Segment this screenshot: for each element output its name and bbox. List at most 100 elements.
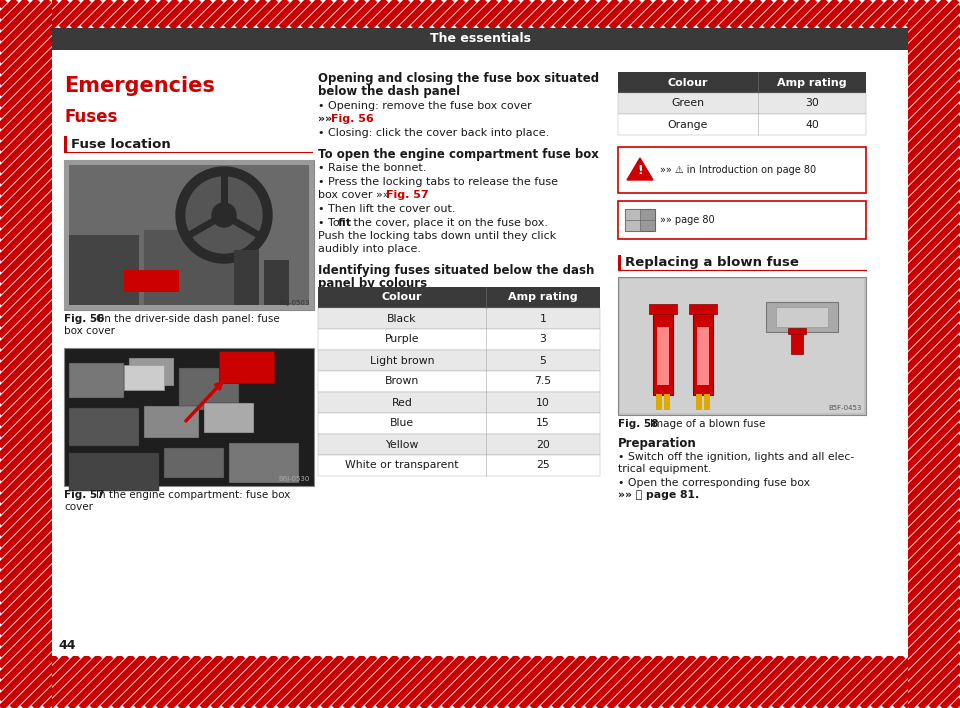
Text: Identifying fuses situated below the dash: Identifying fuses situated below the das…: [318, 264, 594, 277]
Bar: [649, 304, 677, 314]
Text: 1: 1: [540, 314, 546, 324]
Bar: [618, 147, 866, 193]
Text: 5: 5: [540, 355, 546, 365]
Bar: [124, 365, 164, 390]
Text: »» page 80: »» page 80: [660, 215, 714, 225]
Text: Blue: Blue: [390, 418, 414, 428]
Polygon shape: [176, 167, 272, 263]
Text: 7.5: 7.5: [535, 377, 552, 387]
Text: Brown: Brown: [385, 377, 420, 387]
Text: On the driver-side dash panel: fuse: On the driver-side dash panel: fuse: [96, 314, 279, 324]
Text: • Raise the bonnet.: • Raise the bonnet.: [318, 163, 426, 173]
Text: Fig. 57: Fig. 57: [386, 190, 428, 200]
Text: To open the engine compartment fuse box: To open the engine compartment fuse box: [318, 148, 599, 161]
Text: B6J-0503: B6J-0503: [278, 300, 310, 306]
Text: »» ⚠ in Introduction on page 80: »» ⚠ in Introduction on page 80: [660, 165, 816, 175]
Text: 3: 3: [540, 334, 546, 345]
Bar: [318, 392, 600, 413]
Text: Fig. 57: Fig. 57: [64, 490, 105, 500]
Text: »»: »»: [318, 114, 336, 124]
Bar: [219, 351, 274, 383]
Text: trical equipment.: trical equipment.: [618, 464, 711, 474]
Bar: [788, 328, 806, 334]
Text: White or transparent: White or transparent: [346, 460, 459, 471]
Text: 20: 20: [536, 440, 550, 450]
Bar: [657, 327, 669, 385]
Text: The essentials: The essentials: [429, 33, 531, 45]
Bar: [318, 455, 600, 476]
Text: • Then lift the cover out.: • Then lift the cover out.: [318, 204, 455, 214]
Text: 44: 44: [58, 639, 76, 652]
Text: Opening and closing the fuse box situated: Opening and closing the fuse box situate…: [318, 72, 599, 85]
Bar: [776, 307, 828, 327]
Text: 10: 10: [536, 397, 550, 408]
Text: • Press the locking tabs to release the fuse: • Press the locking tabs to release the …: [318, 177, 558, 187]
Text: Green: Green: [671, 98, 705, 108]
Bar: [69, 165, 309, 305]
Text: Fig. 56: Fig. 56: [64, 314, 105, 324]
Bar: [618, 72, 866, 93]
Text: »» 📖 page 81.: »» 📖 page 81.: [618, 490, 699, 500]
Bar: [618, 93, 866, 114]
Bar: [69, 453, 159, 491]
Text: Amp rating: Amp rating: [778, 77, 847, 88]
Bar: [704, 394, 710, 410]
Bar: [791, 330, 803, 354]
Bar: [234, 250, 259, 305]
Text: Black: Black: [387, 314, 417, 324]
Text: Orange: Orange: [668, 120, 708, 130]
Text: • Opening: remove the fuse box cover: • Opening: remove the fuse box cover: [318, 101, 532, 111]
Text: !: !: [637, 164, 643, 178]
Bar: [689, 304, 717, 314]
Bar: [618, 201, 866, 239]
Bar: [656, 394, 662, 410]
Text: Replacing a blown fuse: Replacing a blown fuse: [625, 256, 799, 269]
Text: cover: cover: [64, 502, 93, 512]
Text: Purple: Purple: [385, 334, 420, 345]
Text: Fig. 58: Fig. 58: [618, 419, 659, 429]
Bar: [618, 114, 866, 135]
Polygon shape: [186, 177, 262, 253]
Text: below the dash panel: below the dash panel: [318, 85, 460, 98]
Bar: [318, 413, 600, 434]
Bar: [144, 230, 234, 305]
Bar: [693, 312, 713, 395]
Bar: [52, 656, 908, 708]
Text: 40: 40: [805, 120, 819, 130]
Bar: [697, 327, 709, 385]
Bar: [318, 329, 600, 350]
Text: • To: • To: [318, 218, 343, 228]
Bar: [52, 28, 908, 50]
Bar: [64, 136, 67, 152]
Text: • Switch off the ignition, lights and all elec-: • Switch off the ignition, lights and al…: [618, 452, 854, 462]
Bar: [318, 350, 600, 371]
Bar: [0, 0, 52, 708]
Bar: [69, 235, 139, 305]
Bar: [318, 371, 600, 392]
Text: In the engine compartment: fuse box: In the engine compartment: fuse box: [96, 490, 290, 500]
Bar: [69, 408, 139, 446]
Text: Fig. 56: Fig. 56: [331, 114, 373, 124]
Bar: [653, 312, 673, 395]
Text: audibly into place.: audibly into place.: [318, 244, 421, 254]
Text: Colour: Colour: [668, 77, 708, 88]
Bar: [318, 287, 600, 308]
Text: B6J-0530: B6J-0530: [278, 476, 310, 482]
Bar: [52, 28, 908, 656]
Bar: [318, 308, 600, 329]
Bar: [144, 406, 199, 438]
Text: Light brown: Light brown: [370, 355, 434, 365]
Text: Amp rating: Amp rating: [508, 292, 578, 302]
Text: the cover, place it on the fuse box.: the cover, place it on the fuse box.: [350, 218, 548, 228]
Text: fit: fit: [338, 218, 352, 228]
Bar: [664, 394, 670, 410]
Text: B5F-0453: B5F-0453: [828, 405, 862, 411]
Text: Yellow: Yellow: [385, 440, 419, 450]
Bar: [696, 394, 702, 410]
Polygon shape: [212, 203, 236, 227]
Text: Red: Red: [392, 397, 413, 408]
Bar: [164, 448, 224, 478]
Text: Image of a blown fuse: Image of a blown fuse: [650, 419, 765, 429]
Text: • Open the corresponding fuse box: • Open the corresponding fuse box: [618, 478, 810, 488]
Bar: [620, 279, 864, 413]
